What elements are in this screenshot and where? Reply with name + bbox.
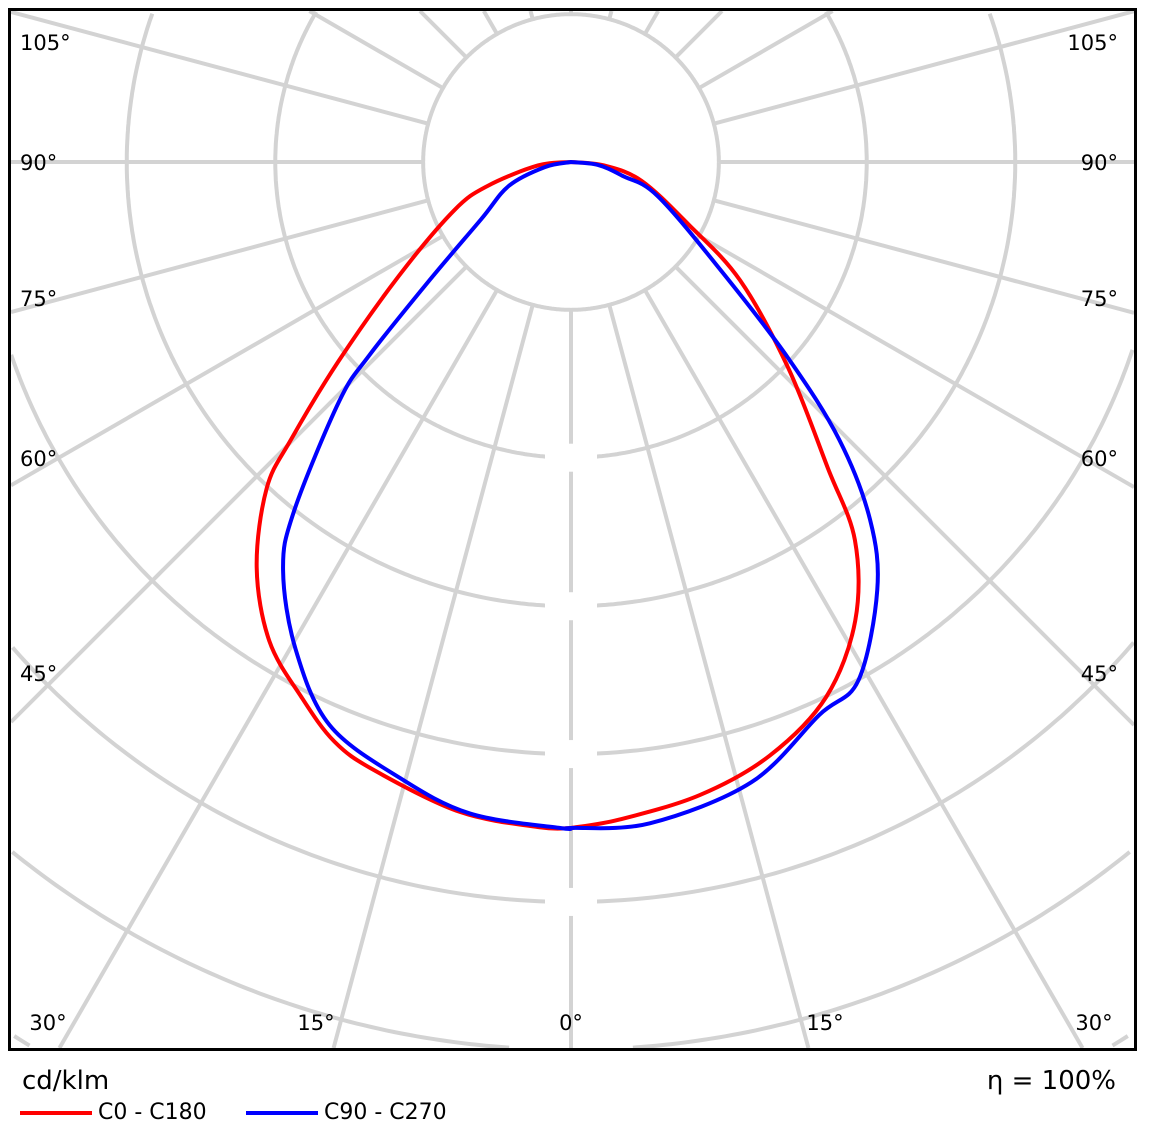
ring-label-gap xyxy=(545,443,597,472)
angle-label-right: 60° xyxy=(1081,447,1118,471)
angle-label-left: 45° xyxy=(20,662,57,686)
plot-frame xyxy=(8,8,1137,1051)
grid-spoke xyxy=(698,234,1135,489)
ring-label-gap xyxy=(545,887,597,916)
angle-label-bottom: 15° xyxy=(297,1011,334,1035)
angle-label-bottom: 30° xyxy=(29,1011,66,1035)
grid-spoke xyxy=(10,10,429,126)
grid-spoke xyxy=(308,9,444,90)
grid-spoke xyxy=(643,10,660,35)
angle-label-right: 90° xyxy=(1081,151,1118,175)
angle-label-left: 105° xyxy=(20,31,71,55)
efficiency-label: η = 100% xyxy=(986,1066,1116,1096)
legend-label: C90 - C270 xyxy=(324,1100,447,1125)
series-curve-c90-c270 xyxy=(281,160,880,831)
grid-spoke xyxy=(331,304,535,1049)
angle-label-bottom: 30° xyxy=(1075,1011,1112,1035)
angle-label-left: 60° xyxy=(20,447,57,471)
legend-item-c90-c270: C90 - C270 xyxy=(246,1100,447,1125)
series-curve-c0-c180 xyxy=(254,160,861,831)
grid-spoke xyxy=(674,9,724,59)
legend-item-c0-c180: C0 - C180 xyxy=(20,1100,207,1125)
grid-spoke xyxy=(10,198,429,314)
grid-spoke xyxy=(57,289,499,1049)
legend-swatch-blue xyxy=(246,1110,318,1115)
angle-label-left: 90° xyxy=(20,151,57,175)
grid-spoke xyxy=(9,234,444,488)
grid-spoke xyxy=(607,10,614,20)
grid-spoke xyxy=(607,304,811,1049)
grid-ring xyxy=(13,1034,1129,1048)
grid-ring xyxy=(11,641,1136,904)
grid-spoke xyxy=(482,9,499,35)
legend-swatch-red xyxy=(20,1110,92,1115)
angle-label-right: 105° xyxy=(1067,31,1118,55)
legend-label: C0 - C180 xyxy=(98,1100,207,1125)
angle-label-left: 75° xyxy=(20,287,57,311)
grid-spoke xyxy=(674,265,1136,727)
grid-ring xyxy=(11,850,1131,1050)
angle-label-bottom: 15° xyxy=(806,1011,843,1035)
ring-label-gap xyxy=(545,592,597,621)
grid-spoke xyxy=(418,9,468,59)
grid-spoke xyxy=(9,265,468,724)
ring-label-gap xyxy=(545,740,597,769)
angle-label-right: 75° xyxy=(1081,287,1118,311)
unit-label: cd/klm xyxy=(22,1066,110,1096)
grid-spoke xyxy=(528,10,535,20)
polar-intensity-chart: 105° 105° 90° 90° 75° 75° 60° 60° 45° 45° 30° 30° 15… xyxy=(8,8,1137,1051)
grid-spoke xyxy=(713,198,1135,315)
grid-spoke xyxy=(713,9,1135,126)
angle-label-bottom: 0° xyxy=(559,1011,583,1035)
angle-label-right: 45° xyxy=(1081,662,1118,686)
grid-spoke xyxy=(698,9,834,90)
grid-ring xyxy=(124,13,1018,609)
